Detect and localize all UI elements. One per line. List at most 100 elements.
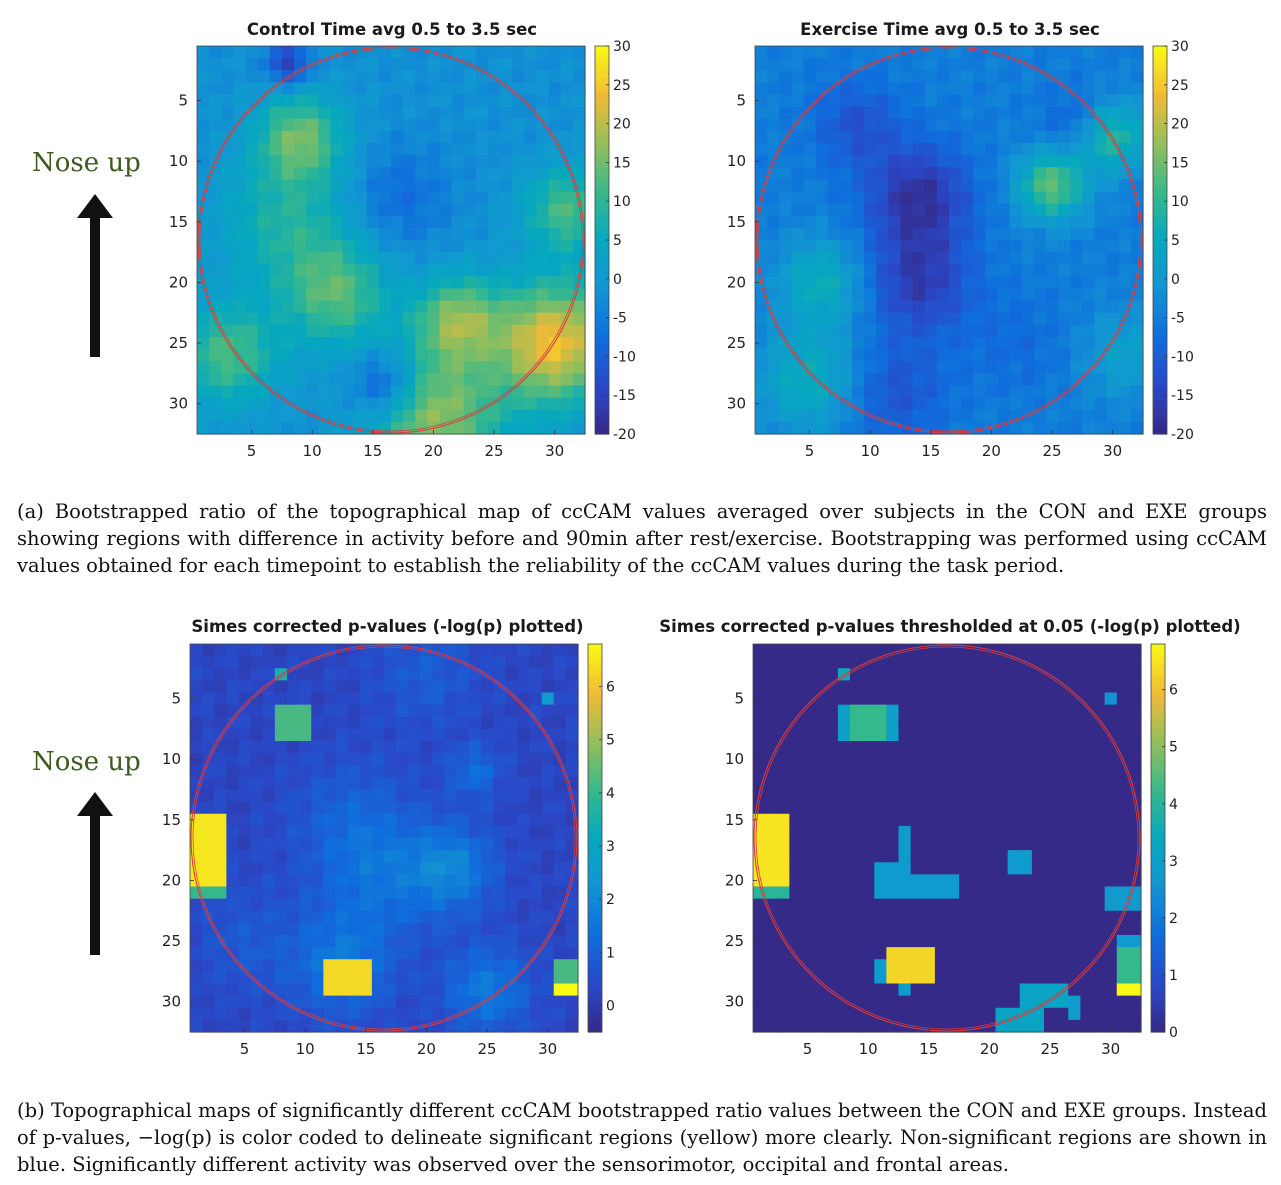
heatmap-cell [1082,46,1096,59]
heatmap-cell [789,898,803,912]
heatmap-cell [384,753,397,766]
heatmap-cell [922,983,936,997]
heatmap-cell [1007,874,1021,888]
heatmap-cell [190,983,203,997]
heatmap-cell [245,130,259,144]
heatmap-cell [973,276,986,290]
heatmap-cell [209,70,222,83]
heatmap-cell [439,300,453,314]
heatmap-cell [874,995,887,1009]
heatmap-cell [864,373,877,387]
heatmap-cell [1019,947,1033,960]
heatmap-cell [281,94,295,108]
heatmap-cell [221,252,234,265]
heatmap-cell [900,240,914,253]
heatmap-cell [1046,373,1059,387]
heatmap-cell [330,264,344,277]
heatmap-cell [983,789,997,803]
heatmap-cell [359,874,373,888]
heatmap-cell [973,373,986,387]
heatmap-cell [323,753,337,766]
heatmap-cell [420,850,434,863]
heatmap-cell [572,227,586,241]
heatmap-cell [1007,910,1021,924]
heatmap-cell [408,898,421,912]
heatmap-cell [815,191,829,205]
heatmap-cell [238,765,252,778]
heatmap-cell [995,680,1009,694]
heatmap-cell [274,874,288,888]
heatmap-cell [274,801,288,815]
heatmap-cell [330,361,344,374]
heatmap-cell [971,680,984,694]
heatmap-cell [488,324,501,338]
heatmap-cell [342,106,356,120]
heatmap-cell [1130,179,1144,193]
heatmap-cell [1031,656,1045,669]
heatmap-cell [862,995,875,1009]
heatmap-cell [876,240,889,253]
heatmap-cell [294,82,307,96]
heatmap-cell [1092,1007,1106,1021]
colorbar-segment [588,799,602,807]
heatmap-cell [959,716,972,730]
heatmap-cell [912,409,926,423]
heatmap-cell [572,118,586,132]
heatmap-cell [214,862,227,875]
colorbar-segment [595,278,609,286]
heatmap-cell [391,58,404,71]
heatmap-cell [366,264,380,277]
heatmap-cell [779,82,792,96]
heatmap-cell [1019,983,1033,997]
heatmap-cell [524,240,538,253]
heatmap-cell [371,983,385,997]
heatmap-cell [1092,898,1106,912]
heatmap-cell [1031,1007,1045,1021]
heatmap-cell [1116,668,1130,681]
heatmap-cell [825,874,839,888]
heatmap-cell [1130,312,1144,326]
heatmap-cell [983,862,997,875]
heatmap-cell [1009,349,1023,362]
heatmap-cell [1044,680,1057,694]
heatmap-cell [451,349,465,362]
heatmap-cell [1094,312,1108,326]
heatmap-cell [281,167,295,180]
heatmap-cell [947,801,960,815]
heatmap-cell [973,409,986,423]
heatmap-cell [335,838,349,851]
heatmap-cell [1094,191,1108,205]
heatmap-cell [335,668,349,681]
heatmap-cell [306,82,319,96]
heatmap-cell [541,692,555,706]
heatmap-cell [468,644,482,657]
heatmap-cell [403,264,416,277]
heatmap-cell [813,910,827,924]
heatmap-cell [420,801,434,815]
heatmap-cell [777,947,790,960]
heatmap-cell [347,1007,361,1021]
heatmap-cell [512,264,525,277]
heatmap-cell [306,300,319,314]
heatmap-cell [1044,947,1057,960]
heatmap-cell [1007,741,1021,754]
heatmap-cell [500,300,513,314]
heatmap-cell [1094,70,1108,83]
heatmap-cell [468,753,482,766]
heatmap-cell [874,716,887,730]
heatmap-cell [565,825,579,839]
heatmap-cell [226,716,240,730]
heatmap-cell [1019,825,1033,839]
heatmap-cell [1068,850,1081,863]
colorbar-segment [595,110,609,118]
heatmap-cell [481,825,494,839]
heatmap-cell [947,668,960,681]
heatmap-cell [468,789,482,803]
heatmap-cell [985,300,999,314]
colorbar-segment [1153,278,1167,286]
heatmap-cell [837,728,851,742]
heatmap-cell [311,910,324,924]
heatmap-cell [323,1019,337,1033]
heatmap-cell [753,1007,766,1021]
heatmap-cell [512,252,525,265]
